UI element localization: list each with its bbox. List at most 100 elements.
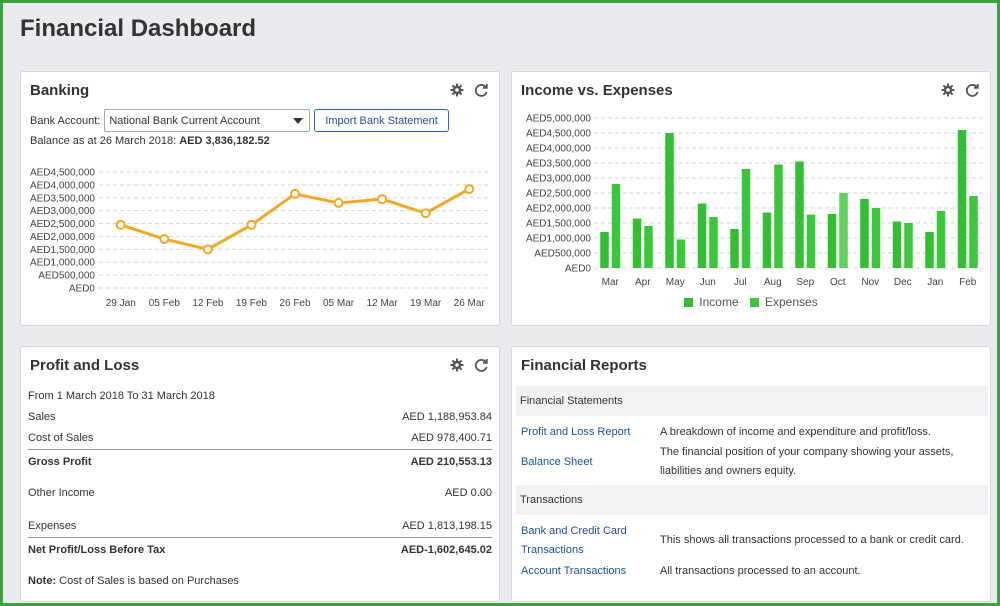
data-point — [246, 219, 257, 230]
legend-expenses[interactable]: Expenses — [750, 295, 818, 309]
x-tick-label: Jun — [700, 277, 716, 288]
pl-row-label: Sales — [28, 411, 56, 423]
pl-row-label: Net Profit/Loss Before Tax — [28, 544, 166, 556]
legend-income-label: Income — [699, 295, 739, 309]
refresh-icon[interactable] — [473, 82, 489, 98]
x-tick-label: Jul — [734, 277, 747, 288]
expenses-bar — [806, 214, 816, 268]
report-description: The financial position of your company s… — [660, 446, 954, 477]
pl-row-label: Expenses — [28, 520, 77, 532]
bank-account-value: National Bank Current Account — [109, 114, 260, 127]
income-bar — [665, 133, 674, 268]
expenses-bar — [741, 169, 751, 268]
data-point — [290, 188, 300, 199]
page-title: Financial Dashboard — [20, 15, 257, 42]
account-transactions-link[interactable]: Account Transactions — [521, 565, 627, 577]
pl-row-sales: Sales AED 1,188,953.84 — [28, 411, 492, 423]
income-expenses-title: Income vs. Expenses — [521, 82, 673, 99]
pl-row-value: AED 0.00 — [444, 487, 492, 499]
legend-expenses-label: Expenses — [765, 295, 818, 309]
expenses-bar — [644, 226, 653, 268]
profit-and-loss-report-link[interactable]: Profit and Loss Report — [521, 426, 631, 438]
y-tick-label: AED3,000,000 — [526, 174, 591, 185]
gear-icon[interactable] — [449, 357, 465, 373]
balance-sheet-link[interactable]: Balance Sheet — [521, 456, 593, 468]
bank-credit-card-transactions-link[interactable]: Bank and Credit Card Transactions — [521, 525, 627, 556]
y-tick-label: AED1,500,000 — [526, 219, 591, 230]
y-tick-label: AED2,500,000 — [30, 219, 95, 230]
x-tick-label: 12 Mar — [367, 298, 399, 309]
pl-note: Note: Cost of Sales is based on Purchase… — [28, 575, 239, 587]
y-tick-label: AED4,500,000 — [30, 168, 95, 179]
income-bar — [860, 199, 869, 268]
data-point — [333, 197, 344, 208]
x-tick-label: Aug — [764, 277, 782, 288]
data-point — [202, 244, 213, 255]
y-tick-label: AED2,000,000 — [526, 204, 591, 215]
pl-row-expenses: Expenses AED 1,813,198.15 — [28, 520, 492, 532]
data-point — [420, 208, 431, 219]
x-tick-label: Sep — [796, 277, 814, 288]
pl-row-cost-of-sales: Cost of Sales AED 978,400.71 — [28, 432, 492, 444]
y-tick-label: AED500,000 — [38, 271, 95, 282]
import-bank-statement-button[interactable]: Import Bank Statement — [314, 109, 449, 132]
x-tick-label: Feb — [959, 277, 977, 288]
banking-title: Banking — [30, 82, 90, 99]
x-tick-label: Jan — [927, 277, 943, 288]
report-description: All transactions processed to an account… — [660, 565, 861, 577]
profit-loss-title: Profit and Loss — [30, 357, 140, 374]
section-financial-statements: Financial Statements — [516, 386, 988, 416]
pl-note-label: Note: — [28, 575, 57, 587]
income-expenses-chart: AED0 AED500,000 AED1,000,000 AED1,500,000 AE… — [526, 114, 984, 288]
income-bar — [697, 203, 707, 268]
y-tick-label: AED2,500,000 — [526, 189, 591, 200]
pl-row-net-profit: Net Profit/Loss Before Tax AED-1,602,645… — [28, 537, 492, 556]
pl-row-value: AED 978,400.71 — [411, 432, 492, 444]
gear-icon[interactable] — [449, 82, 465, 98]
banking-balance-chart: AED0 AED500,000 AED1,000,000 AED1,500,000 AE… — [30, 168, 491, 309]
y-tick-label: AED3,500,000 — [526, 159, 591, 170]
x-tick-label: 12 Feb — [192, 298, 224, 309]
expenses-bar — [969, 196, 978, 268]
report-description: A breakdown of income and expenditure an… — [660, 426, 931, 438]
y-tick-label: AED2,000,000 — [30, 232, 95, 243]
refresh-icon[interactable] — [473, 357, 489, 373]
data-point — [377, 194, 388, 205]
income-bar — [892, 221, 902, 268]
x-tick-label: Mar — [602, 277, 620, 288]
section-transactions: Transactions — [516, 485, 988, 515]
income-expenses-panel: Income vs. Expenses AED0 AED500,000 AED1,0… — [511, 71, 991, 326]
x-tick-label: Apr — [635, 277, 651, 288]
y-tick-label: AED1,500,000 — [30, 245, 95, 256]
x-tick-label: Nov — [861, 277, 879, 288]
chart-legend: Income Expenses — [512, 295, 990, 310]
balance-label: Balance as at 26 March 2018: — [30, 135, 177, 147]
x-tick-label: 26 Feb — [279, 298, 311, 309]
expenses-bar — [611, 184, 621, 268]
expenses-bar — [936, 211, 946, 268]
income-bar — [730, 229, 739, 268]
y-tick-label: AED0 — [565, 264, 592, 275]
pl-row-other-income: Other Income AED 0.00 — [28, 487, 492, 499]
x-tick-label: 29 Jan — [106, 298, 136, 309]
gear-icon[interactable] — [940, 82, 956, 98]
y-tick-label: AED1,000,000 — [30, 258, 95, 269]
bank-account-select[interactable]: National Bank Current Account — [104, 109, 311, 132]
expenses-bar — [871, 208, 881, 268]
income-bar — [925, 232, 934, 268]
pl-row-value: AED-1,602,645.02 — [400, 544, 492, 556]
chevron-down-icon — [293, 117, 304, 124]
refresh-icon[interactable] — [964, 82, 980, 98]
y-tick-label: AED4,000,000 — [526, 144, 591, 155]
report-description: This shows all transactions processed to… — [660, 534, 964, 546]
x-tick-label: 05 Feb — [149, 298, 181, 309]
pl-note-text: Cost of Sales is based on Purchases — [59, 575, 239, 587]
legend-income[interactable]: Income — [684, 295, 739, 309]
income-bar — [827, 214, 837, 268]
expenses-bar — [774, 164, 783, 268]
income-bar — [632, 218, 642, 268]
bank-account-label: Bank Account: — [30, 114, 101, 127]
x-tick-label: 19 Mar — [410, 298, 442, 309]
x-tick-label: Oct — [830, 277, 846, 288]
pl-row-value: AED 210,553.13 — [410, 456, 492, 468]
